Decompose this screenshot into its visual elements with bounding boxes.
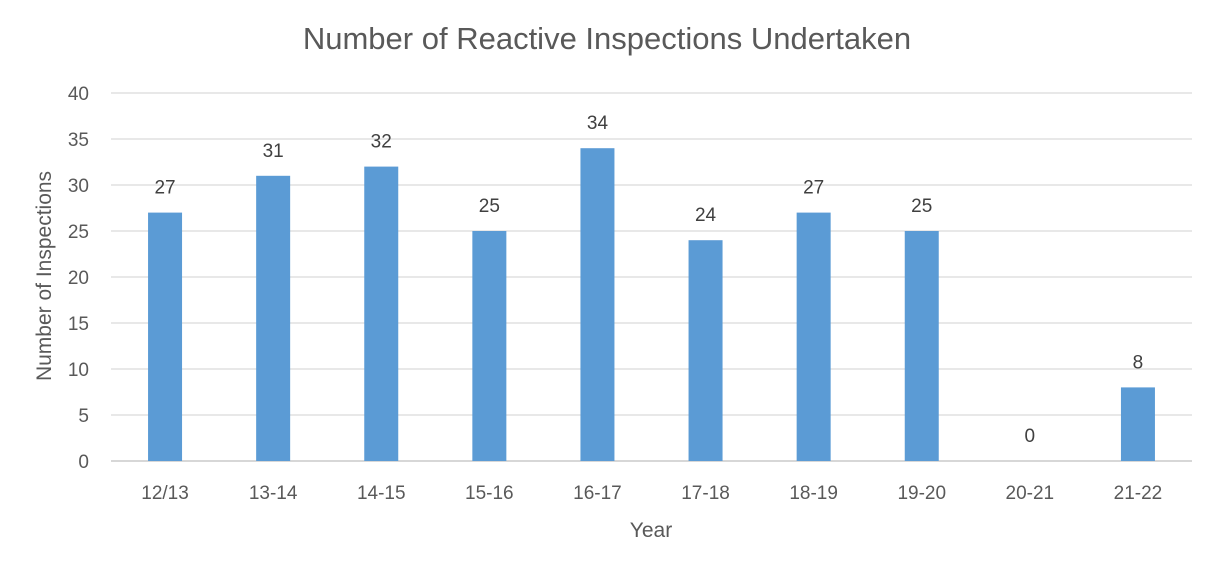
y-tick-label: 10 (68, 360, 89, 381)
x-tick-label: 20-21 (1006, 483, 1055, 504)
y-axis-label: Number of Inspections (33, 171, 56, 381)
x-tick-label: 19-20 (897, 483, 946, 504)
gridlines (111, 92, 1192, 462)
y-tick-label: 0 (78, 452, 89, 473)
y-tick-label: 20 (68, 268, 89, 289)
y-tick-label: 15 (68, 314, 89, 335)
bar (148, 212, 183, 461)
x-tick-label: 17-18 (681, 483, 730, 504)
x-tick-label: 13-14 (249, 483, 298, 504)
data-label: 27 (154, 178, 175, 199)
x-tick-label: 14-15 (357, 483, 406, 504)
data-label: 25 (911, 196, 932, 217)
y-tick-label: 40 (68, 84, 89, 105)
data-label: 0 (1025, 426, 1036, 447)
y-axis-ticks: 0 5 10 15 20 25 30 35 40 (68, 84, 89, 473)
x-tick-label: 16-17 (573, 483, 622, 504)
data-label: 25 (479, 196, 500, 217)
data-label: 8 (1133, 352, 1144, 373)
data-labels: 27 31 32 25 34 24 27 25 0 8 (154, 113, 1143, 447)
data-label: 31 (263, 141, 284, 162)
bars (148, 148, 1155, 462)
chart-title: Number of Reactive Inspections Undertake… (303, 21, 911, 56)
y-tick-label: 30 (68, 176, 89, 197)
bar (472, 231, 507, 461)
bar (904, 231, 939, 461)
x-tick-label: 15-16 (465, 483, 514, 504)
data-label: 34 (587, 113, 609, 134)
bar (256, 175, 291, 462)
bar (1120, 387, 1155, 461)
x-tick-label: 18-19 (789, 483, 838, 504)
x-axis-ticks: 12/13 13-14 14-15 15-16 16-17 17-18 18-19 19-20… (141, 483, 1162, 504)
x-tick-label: 12/13 (141, 483, 189, 504)
bar (364, 166, 399, 461)
data-label: 27 (803, 178, 824, 199)
data-label: 24 (695, 205, 717, 226)
data-label: 32 (371, 132, 392, 153)
y-tick-label: 35 (68, 130, 89, 151)
bar (796, 212, 831, 461)
y-tick-label: 25 (68, 222, 89, 243)
x-tick-label: 21-22 (1114, 483, 1163, 504)
y-tick-label: 5 (78, 406, 89, 427)
bar (688, 240, 723, 461)
bar (580, 148, 615, 461)
x-axis-label: Year (630, 519, 672, 542)
